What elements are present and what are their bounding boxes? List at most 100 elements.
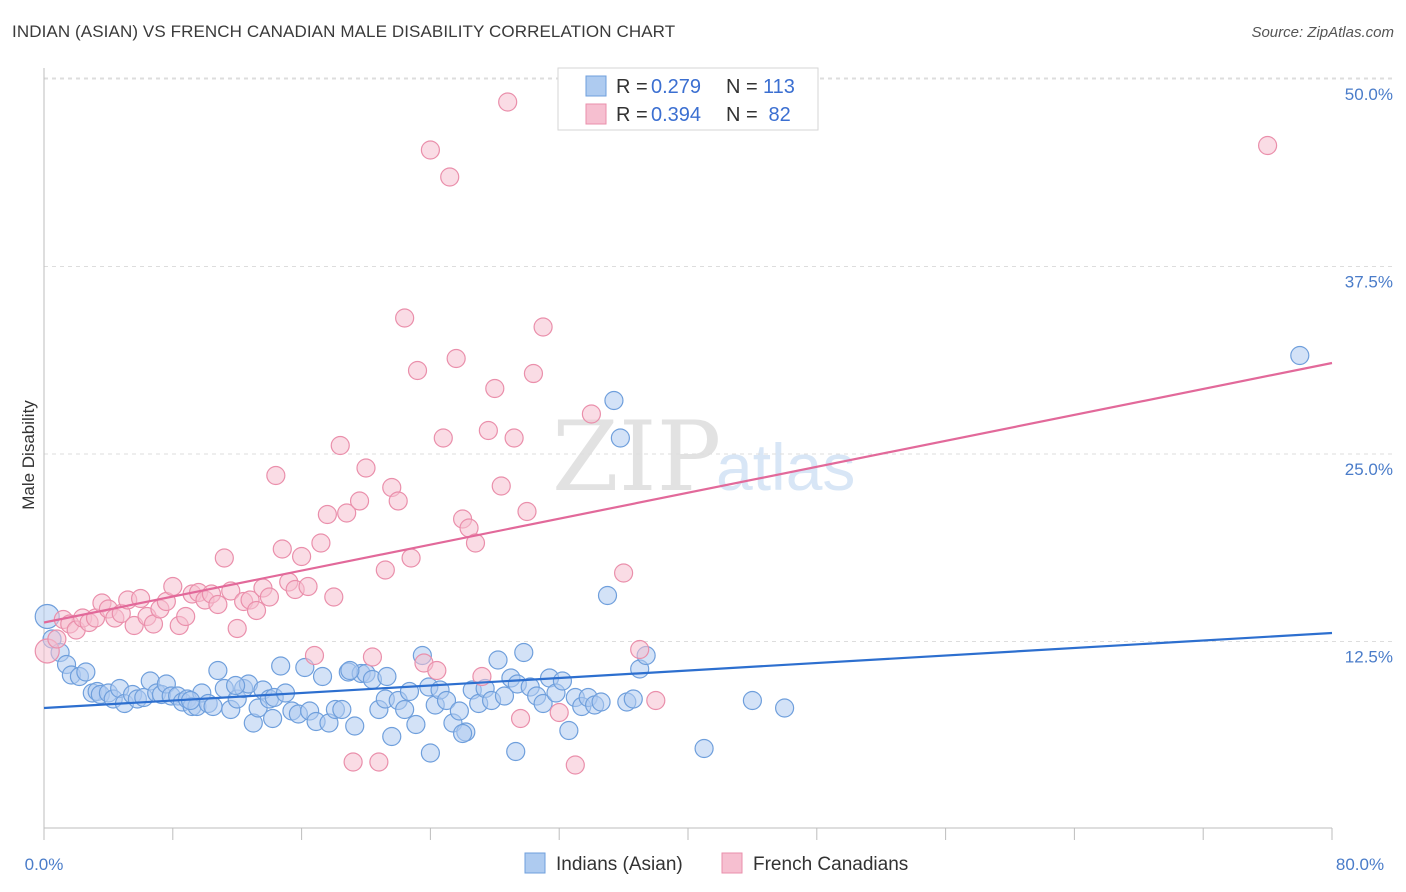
data-point	[356, 458, 376, 478]
data-point	[375, 560, 395, 580]
legend-n-value-2: 82	[763, 104, 791, 126]
data-point	[406, 714, 426, 735]
data-point	[591, 692, 611, 712]
data-point	[498, 92, 518, 112]
series-indians-asian	[34, 345, 1310, 763]
data-point	[343, 752, 363, 772]
bottom-legend: Indians (Asian) French Canadians	[524, 852, 908, 875]
data-point	[246, 600, 267, 621]
series-french-canadians	[34, 92, 1278, 775]
data-point	[337, 503, 357, 523]
data-point	[304, 645, 325, 666]
data-point	[491, 476, 511, 496]
trend-line-indians-asian	[43, 631, 1333, 710]
data-point	[399, 681, 420, 702]
data-point	[478, 420, 498, 441]
y-tick-label: 50.0%	[1345, 85, 1393, 104]
y-tick-label: 12.5%	[1345, 648, 1393, 667]
bottom-legend-swatch-pink	[721, 852, 743, 874]
data-point	[742, 690, 763, 711]
gridlines	[44, 77, 1392, 642]
data-point	[76, 662, 96, 682]
data-point	[271, 656, 291, 676]
x-tick-label-min: 0.0%	[25, 855, 64, 874]
data-point	[533, 693, 553, 714]
data-point	[225, 675, 246, 696]
data-point	[472, 666, 492, 687]
trend-lines	[43, 361, 1333, 710]
legend-swatch-blue	[585, 75, 607, 97]
legend-n-value-1: 113	[763, 76, 795, 98]
legend-r-value-1: 0.279	[651, 76, 701, 98]
data-point	[332, 699, 352, 720]
data-point	[494, 686, 515, 706]
data-point	[581, 404, 602, 424]
data-point	[610, 428, 630, 448]
data-point	[203, 696, 223, 717]
data-point	[552, 671, 573, 691]
data-point	[340, 660, 360, 681]
data-point	[604, 390, 624, 411]
data-point	[485, 378, 505, 399]
data-point	[272, 539, 292, 559]
data-point	[510, 708, 531, 729]
watermark-atlas: atlas	[716, 430, 855, 504]
y-tick-label: 37.5%	[1345, 273, 1393, 292]
data-point	[774, 698, 795, 718]
data-point	[623, 689, 643, 709]
data-point	[311, 533, 331, 553]
data-point	[395, 308, 415, 328]
data-point	[208, 594, 228, 615]
data-point	[312, 666, 333, 687]
data-point	[523, 363, 544, 384]
data-point	[613, 563, 634, 583]
data-point	[208, 660, 228, 681]
data-point	[420, 140, 440, 160]
data-point	[504, 428, 524, 448]
data-point	[382, 726, 402, 747]
data-point	[377, 666, 397, 687]
data-point	[506, 741, 526, 762]
data-point	[259, 587, 279, 607]
data-point	[694, 738, 714, 759]
data-point	[388, 491, 408, 511]
y-axis-label: Male Disability	[19, 400, 38, 510]
data-point	[446, 348, 466, 369]
chart-title: INDIAN (ASIAN) VS FRENCH CANADIAN MALE D…	[12, 22, 676, 41]
data-point	[227, 618, 247, 639]
data-point	[565, 755, 585, 775]
data-point	[517, 501, 537, 522]
data-point	[214, 548, 234, 568]
legend-n-label-1: N =	[726, 76, 758, 98]
bottom-legend-swatch-blue	[524, 852, 546, 874]
legend-r-label-1: R =	[616, 76, 648, 98]
x-ticks	[43, 828, 1333, 840]
watermark-zip: ZIP	[552, 401, 721, 513]
data-point	[298, 576, 318, 597]
data-point	[449, 701, 469, 721]
data-point	[559, 720, 579, 741]
data-point	[433, 428, 453, 448]
data-point	[330, 435, 350, 456]
legend-n-label-2: N =	[726, 104, 758, 126]
data-point	[630, 639, 650, 660]
legend-r-label-2: R =	[616, 104, 648, 126]
data-point	[47, 629, 67, 649]
data-point	[407, 360, 428, 381]
data-point	[427, 660, 447, 681]
data-point	[646, 690, 666, 711]
chart-source: Source: ZipAtlas.com	[1251, 24, 1394, 41]
data-point	[401, 548, 421, 568]
data-point	[549, 702, 569, 723]
data-point	[324, 587, 344, 607]
data-point	[488, 650, 508, 670]
data-point	[266, 465, 286, 486]
data-point	[1290, 345, 1310, 366]
data-point	[440, 167, 460, 187]
data-point	[533, 317, 553, 337]
y-tick-label: 25.0%	[1345, 460, 1393, 479]
data-point	[263, 708, 283, 729]
bottom-legend-label-blue: Indians (Asian)	[556, 854, 683, 875]
data-point	[349, 491, 370, 511]
